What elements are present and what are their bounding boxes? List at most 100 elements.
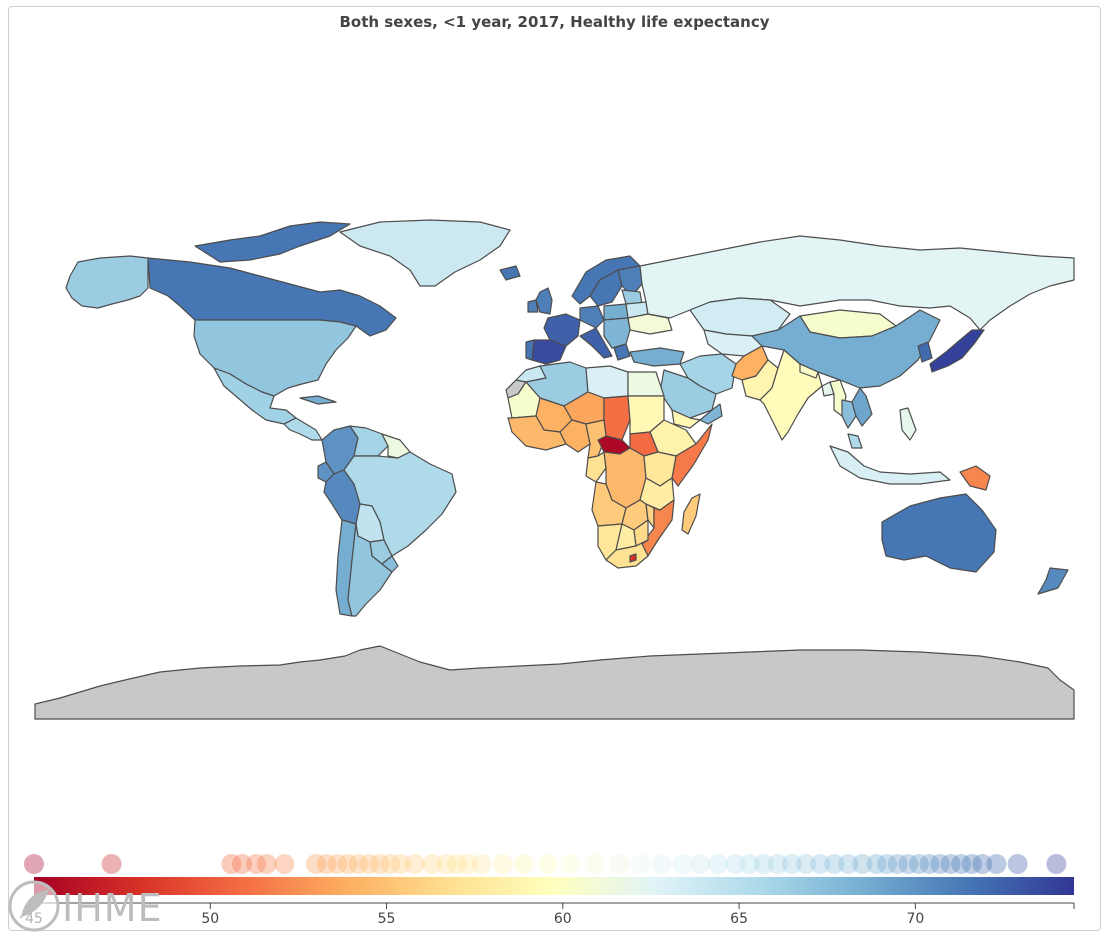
distribution-dot[interactable] [358, 854, 379, 874]
distribution-dot[interactable] [457, 854, 478, 874]
distribution-dot[interactable] [101, 854, 122, 874]
region-mexico[interactable] [213, 367, 297, 425]
region-turkey[interactable] [629, 347, 685, 367]
distribution-dot[interactable] [630, 854, 651, 874]
region-greenland[interactable] [339, 219, 511, 287]
region-mozambique[interactable] [641, 499, 675, 557]
region-italy[interactable] [579, 327, 613, 359]
distribution-dot[interactable] [951, 854, 972, 874]
distribution-dot[interactable] [961, 854, 982, 874]
region-brazil[interactable] [343, 451, 457, 557]
distribution-dot[interactable] [436, 854, 457, 874]
region-australia[interactable] [881, 493, 997, 573]
distribution-dot[interactable] [538, 854, 559, 874]
region-alaska[interactable] [65, 255, 149, 309]
distribution-dot[interactable] [672, 854, 693, 874]
distribution-dot[interactable] [898, 854, 919, 874]
distribution-dot[interactable] [781, 854, 802, 874]
region-korea[interactable] [917, 341, 933, 363]
region-poland[interactable] [603, 303, 629, 321]
distribution-dot[interactable] [940, 854, 961, 874]
region-united-kingdom[interactable] [535, 287, 553, 315]
region-central-america[interactable] [283, 417, 323, 441]
region-argentina[interactable] [347, 523, 393, 617]
distribution-dot[interactable] [256, 854, 277, 874]
region-germany[interactable] [579, 305, 605, 329]
region-egypt[interactable] [627, 371, 665, 397]
distribution-dot[interactable] [707, 854, 728, 874]
distribution-dot[interactable] [838, 854, 859, 874]
distribution-dot[interactable] [447, 854, 468, 874]
region-nepal[interactable] [799, 363, 819, 379]
region-chad[interactable] [603, 395, 631, 441]
distribution-dot[interactable] [609, 854, 630, 874]
distribution-dot[interactable] [274, 854, 295, 874]
distribution-dot[interactable] [739, 854, 760, 874]
region-uruguay[interactable] [381, 555, 399, 573]
region-antarctica[interactable] [34, 645, 1075, 720]
distribution-dot[interactable] [232, 854, 252, 874]
distribution-dot[interactable] [422, 854, 443, 874]
region-indonesia[interactable] [829, 445, 951, 485]
distribution-dot[interactable] [246, 854, 267, 874]
region-japan[interactable] [929, 329, 985, 373]
distribution-dot[interactable] [380, 854, 401, 874]
region-lesotho[interactable] [629, 553, 637, 563]
distribution-dot[interactable] [972, 854, 993, 874]
distribution-dot[interactable] [1046, 854, 1067, 874]
region-greece[interactable] [613, 343, 631, 361]
region-papua-new-guinea[interactable] [959, 465, 991, 491]
distribution-dot[interactable] [986, 854, 1007, 874]
distribution-dot[interactable] [908, 854, 929, 874]
region-new-zealand[interactable] [1037, 567, 1069, 595]
distribution-dot[interactable] [24, 854, 44, 874]
region-finland[interactable] [617, 265, 643, 297]
distribution-dot[interactable] [767, 854, 788, 874]
region-indochina[interactable] [851, 387, 873, 427]
region-spain[interactable] [531, 339, 567, 365]
distribution-dot[interactable] [1007, 854, 1028, 874]
distribution-dot[interactable] [337, 854, 358, 874]
distribution-dot[interactable] [919, 854, 940, 874]
region-baltics[interactable] [621, 289, 643, 305]
distribution-dot[interactable] [327, 854, 348, 874]
distribution-dot[interactable] [690, 854, 711, 874]
distribution-dot[interactable] [887, 854, 908, 874]
region-portugal[interactable] [525, 339, 535, 361]
distribution-dot[interactable] [810, 854, 831, 874]
distribution-dot[interactable] [725, 854, 746, 874]
region-thailand[interactable] [841, 399, 857, 429]
distribution-dot[interactable] [306, 854, 327, 874]
region-ireland[interactable] [527, 299, 539, 313]
distribution-dot[interactable] [824, 854, 845, 874]
region-madagascar[interactable] [681, 493, 701, 535]
distribution-dot[interactable] [221, 854, 242, 874]
distribution-dot[interactable] [877, 854, 898, 874]
distribution-dot[interactable] [930, 854, 951, 874]
region-malaysia[interactable] [847, 433, 863, 449]
distribution-dot[interactable] [514, 854, 535, 874]
distribution-dot[interactable] [584, 854, 605, 874]
region-canada[interactable] [147, 257, 397, 337]
distribution-dot[interactable] [316, 854, 337, 874]
distribution-dot[interactable] [866, 854, 887, 874]
region-united-states[interactable] [193, 319, 357, 397]
region-cuba[interactable] [299, 395, 337, 405]
distribution-dot[interactable] [471, 854, 492, 874]
distribution-dot[interactable] [404, 854, 425, 874]
distribution-dot[interactable] [753, 854, 774, 874]
region-oman[interactable] [699, 403, 723, 425]
region-iceland[interactable] [499, 265, 521, 281]
distribution-dot[interactable] [852, 854, 873, 874]
distribution-dot[interactable] [651, 854, 672, 874]
distribution-dot[interactable] [348, 854, 369, 874]
region-canadian-arctic[interactable] [194, 221, 351, 263]
region-yemen[interactable] [671, 409, 701, 429]
region-philippines[interactable] [899, 407, 917, 441]
distribution-dot[interactable] [559, 854, 580, 874]
distribution-dot[interactable] [369, 854, 390, 874]
distribution-dot[interactable] [492, 854, 513, 874]
region-south-africa[interactable] [605, 539, 649, 569]
distribution-dot[interactable] [796, 854, 817, 874]
distribution-dot[interactable] [390, 854, 411, 874]
